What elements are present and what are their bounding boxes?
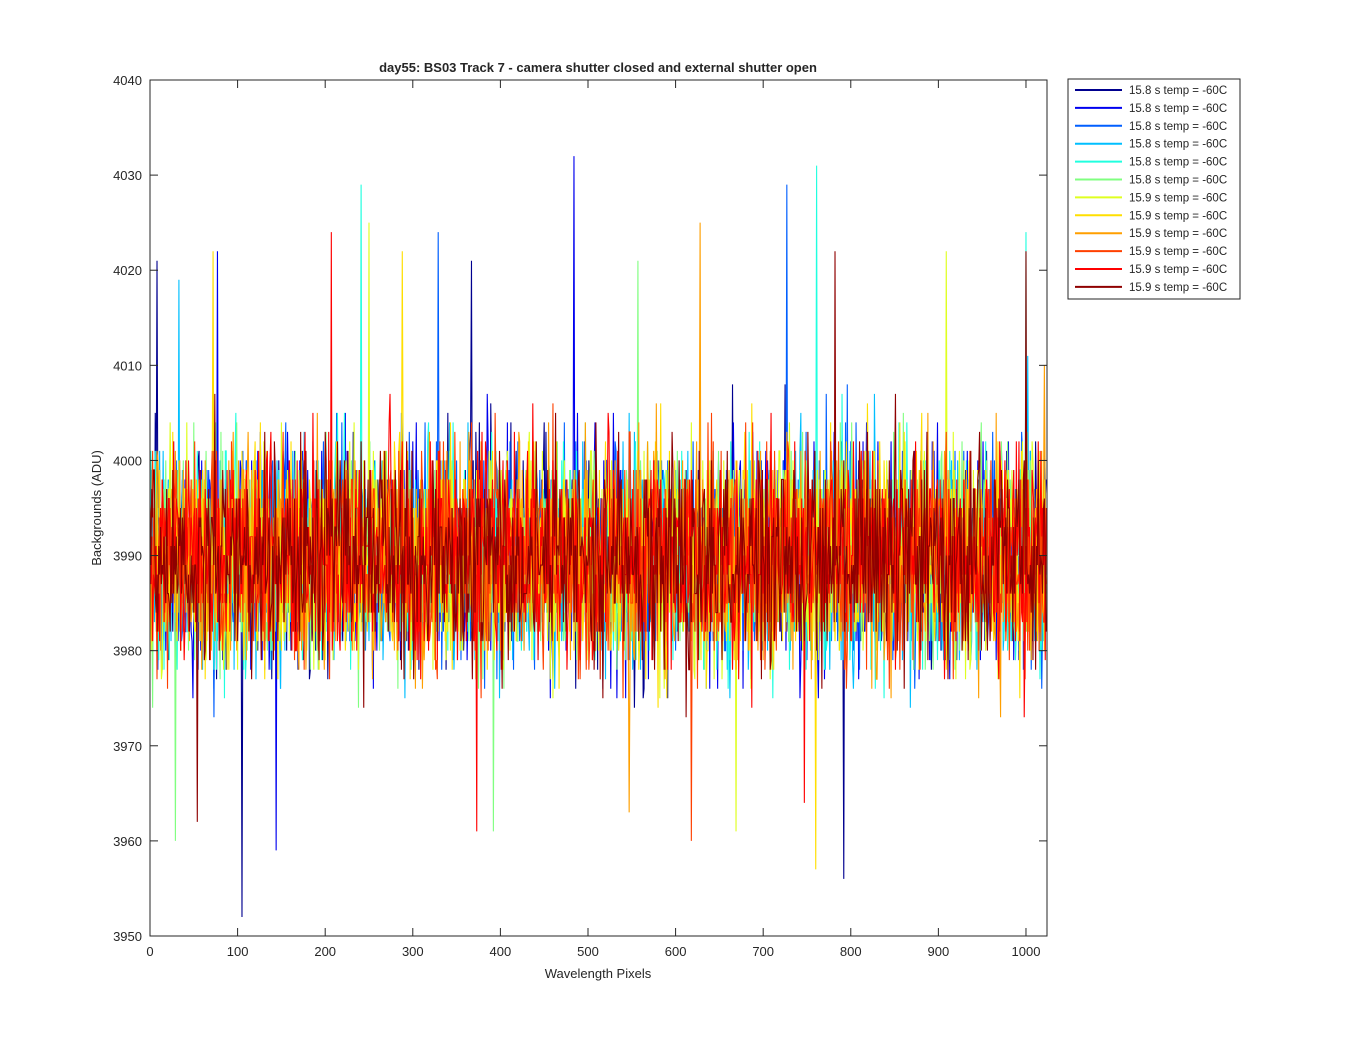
y-axis-ticks: 3950 3960 3970 3980 3990 4000 4010 4020 4030 4040 <box>113 73 1047 944</box>
x-tick-label: 900 <box>928 944 950 959</box>
x-axis-label: Wavelength Pixels <box>545 966 652 981</box>
series-layer <box>150 156 1047 917</box>
y-axis-label: Backgrounds (ADU) <box>89 450 104 566</box>
y-tick-label: 3950 <box>113 929 142 944</box>
y-tick-label: 4030 <box>113 168 142 183</box>
legend-label: 15.8 s temp = -60C <box>1129 175 1227 187</box>
x-tick-label: 500 <box>577 944 599 959</box>
x-axis-ticks: 0 100 200 300 400 500 600 700 800 900 1000 <box>146 80 1040 959</box>
series-line <box>150 251 1047 822</box>
x-tick-label: 300 <box>402 944 424 959</box>
legend-items: 15.8 s temp = -60C 15.8 s temp = -60C 15.8… <box>1075 85 1227 294</box>
x-tick-label: 200 <box>314 944 336 959</box>
y-tick-label: 4010 <box>113 358 142 373</box>
legend-label: 15.8 s temp = -60C <box>1129 139 1227 151</box>
legend: 15.8 s temp = -60C 15.8 s temp = -60C 15.8… <box>1067 78 1241 300</box>
legend-label: 15.8 s temp = -60C <box>1129 121 1227 133</box>
y-tick-label: 4020 <box>113 263 142 278</box>
x-tick-label: 1000 <box>1012 944 1041 959</box>
series-line <box>150 232 1047 832</box>
y-tick-label: 3980 <box>113 644 142 659</box>
legend-label: 15.9 s temp = -60C <box>1129 246 1227 258</box>
chart-title: day55: BS03 Track 7 - camera shutter clo… <box>379 60 817 75</box>
x-tick-label: 400 <box>490 944 512 959</box>
y-tick-label: 3990 <box>113 549 142 564</box>
x-tick-label: 0 <box>146 944 153 959</box>
x-tick-label: 800 <box>840 944 862 959</box>
legend-label: 15.9 s temp = -60C <box>1129 282 1227 294</box>
x-tick-label: 100 <box>227 944 249 959</box>
legend-label: 15.8 s temp = -60C <box>1129 85 1227 97</box>
plot-area: 0 100 200 300 400 500 600 700 800 900 1000 3950 396… <box>113 73 1048 959</box>
legend-label: 15.8 s temp = -60C <box>1129 157 1227 169</box>
legend-box <box>1067 78 1241 300</box>
legend-label: 15.9 s temp = -60C <box>1129 264 1227 276</box>
y-tick-label: 3960 <box>113 834 142 849</box>
plot-frame <box>149 79 1048 937</box>
legend-label: 15.9 s temp = -60C <box>1129 210 1227 222</box>
x-tick-label: 700 <box>752 944 774 959</box>
y-tick-label: 3970 <box>113 739 142 754</box>
y-tick-label: 4040 <box>113 73 142 88</box>
x-tick-label: 600 <box>665 944 687 959</box>
legend-label: 15.9 s temp = -60C <box>1129 192 1227 204</box>
y-tick-label: 4000 <box>113 453 142 468</box>
legend-label: 15.9 s temp = -60C <box>1129 228 1227 240</box>
legend-label: 15.8 s temp = -60C <box>1129 103 1227 115</box>
